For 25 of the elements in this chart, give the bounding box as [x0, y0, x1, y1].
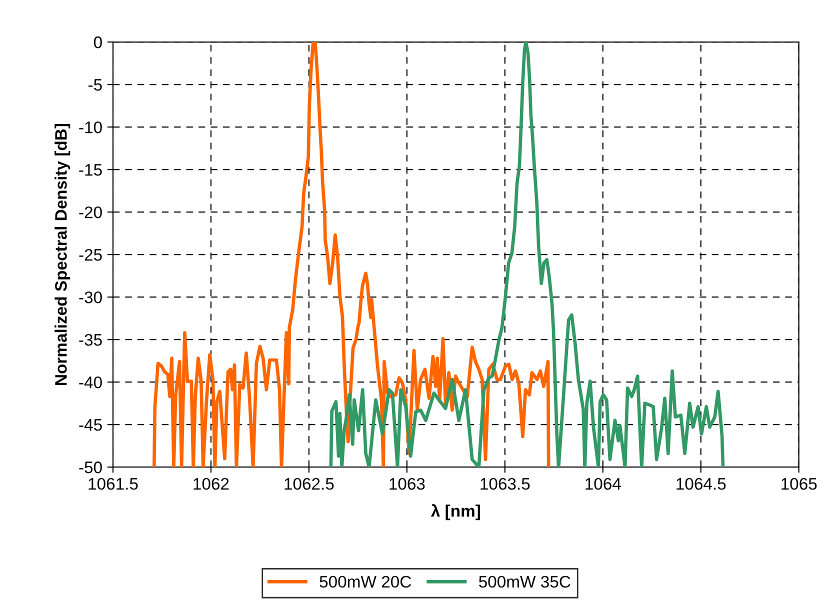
- y-tick-label: -50: [79, 462, 102, 474]
- y-tick-label: -5: [88, 79, 102, 91]
- x-tick-label: 1064: [586, 478, 621, 490]
- y-tick-label: -25: [79, 248, 102, 261]
- y-tick-label: -40: [79, 376, 102, 388]
- y-tick-label: -10: [79, 121, 102, 134]
- y-tick-label: -30: [79, 291, 102, 304]
- line-series: [329, 42, 725, 468]
- x-tick-label: 1061.5: [88, 478, 138, 490]
- x-tick-label: 1062: [194, 478, 229, 490]
- x-tick-label: 1063.5: [480, 478, 530, 490]
- line-series: [152, 42, 550, 468]
- legend-label: 500mW 35C: [479, 576, 570, 588]
- y-tick-label: -35: [79, 334, 102, 346]
- y-tick-label: -45: [79, 419, 102, 431]
- y-axis-title: Normalized Spectral Density [dB]: [54, 124, 70, 385]
- y-tick-label: -15: [79, 164, 102, 176]
- x-axis-title: λ [nm]: [430, 504, 480, 520]
- legend-label: 500mW 20C: [320, 576, 412, 588]
- y-tick-label: 0: [94, 36, 102, 48]
- y-tick-label: -20: [79, 206, 102, 218]
- x-tick-label: 1063: [390, 478, 425, 490]
- x-tick-label: 1062.5: [284, 478, 334, 490]
- x-tick-label: 1064.5: [676, 478, 726, 490]
- x-tick-label: 1065: [782, 478, 817, 490]
